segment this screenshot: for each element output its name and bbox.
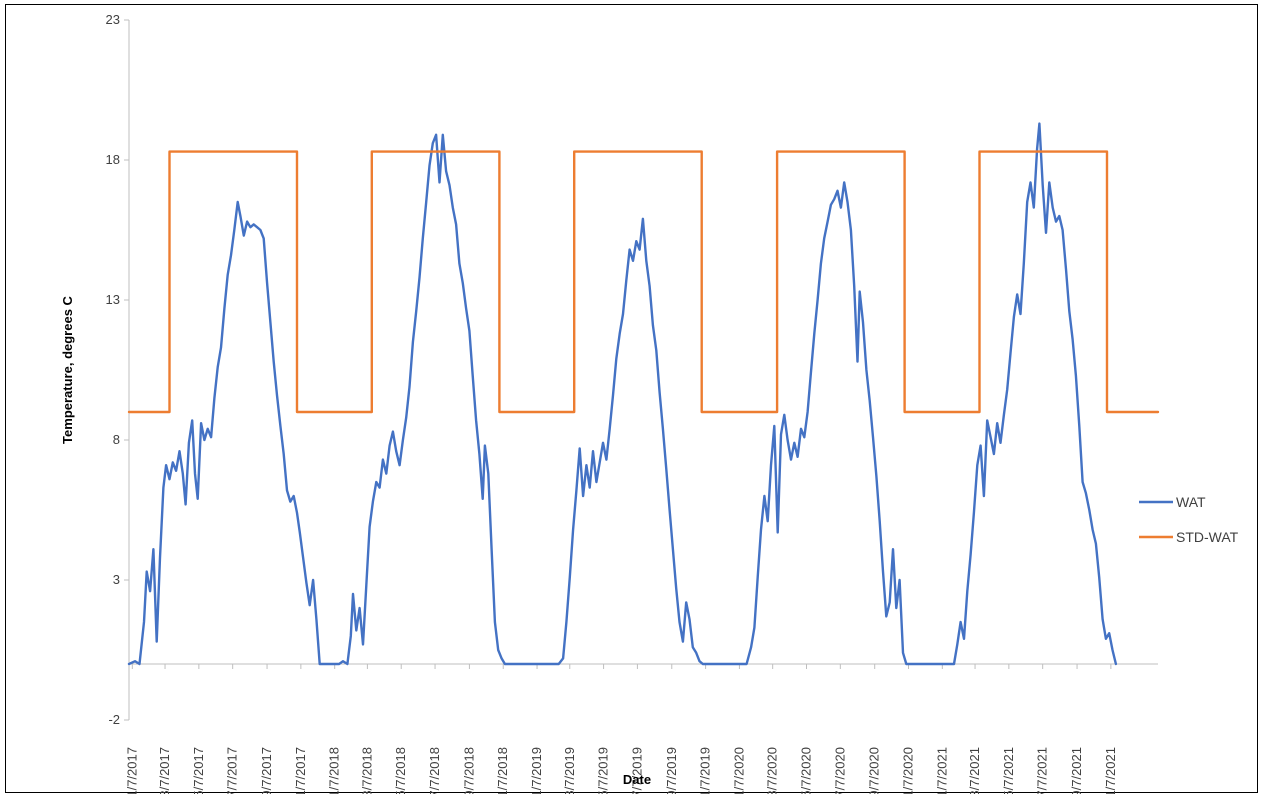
x-tick-label: 5/7/2020 <box>798 747 813 794</box>
x-tick-label: 1/7/2019 <box>529 747 544 794</box>
line-chart: -2 3 8 13 18 23 1/7/2017 3/7/2017 5/7/2017 7/7/20… <box>60 12 1239 794</box>
x-tick-label: 9/7/2018 <box>461 747 476 794</box>
y-tick-label: -2 <box>108 712 120 727</box>
legend-label-std-wat: STD-WAT <box>1176 529 1239 545</box>
y-tick-label: 8 <box>113 432 120 447</box>
x-tick-label: 9/7/2020 <box>867 747 882 794</box>
legend-label-wat: WAT <box>1176 494 1206 510</box>
x-tick-label: 1/7/2020 <box>731 747 746 794</box>
legend: WAT STD-WAT <box>1139 494 1239 545</box>
x-tick-label: 1/7/2018 <box>327 747 342 794</box>
y-tick-label: 18 <box>106 152 120 167</box>
chart-frame: -2 3 8 13 18 23 1/7/2017 3/7/2017 5/7/2017 7/7/20… <box>5 4 1258 794</box>
x-tick-label: 11/7/2020 <box>901 747 916 794</box>
x-tick-label: 5/7/2018 <box>393 747 408 794</box>
y-tick-label: 13 <box>106 292 120 307</box>
x-tick-label: 11/7/2021 <box>1103 747 1118 794</box>
x-tick-label: 7/7/2020 <box>832 747 847 794</box>
x-tick-label: 3/7/2019 <box>562 747 577 794</box>
x-tick-label: 5/7/2019 <box>596 747 611 794</box>
x-tick-label: 1/7/2021 <box>934 747 949 794</box>
x-tick-label: 7/7/2018 <box>427 747 442 794</box>
series-line-std-wat <box>127 150 1160 414</box>
x-tick-label: 3/7/2017 <box>157 747 172 794</box>
x-tick-label: 3/7/2020 <box>765 747 780 794</box>
x-tick-label: 11/7/2017 <box>293 747 308 794</box>
x-tick-label: 9/7/2021 <box>1069 747 1084 794</box>
x-tick-label: 3/7/2021 <box>967 747 982 794</box>
x-tick-label: 11/7/2019 <box>698 747 713 794</box>
x-tick-label: 5/7/2017 <box>191 747 206 794</box>
series-line-wat <box>127 122 1118 666</box>
x-tick-label: 1/7/2017 <box>124 747 139 794</box>
x-tick-label: 7/7/2021 <box>1035 747 1050 794</box>
y-tick-label: 3 <box>113 572 120 587</box>
y-axis-title: Temperature, degrees C <box>60 295 75 443</box>
plot-area: -2 3 8 13 18 23 1/7/2017 3/7/2017 5/7/2017 7/7/20… <box>106 12 1160 794</box>
x-tick-label: 3/7/2018 <box>359 747 374 794</box>
x-tick-label: 9/7/2017 <box>259 747 274 794</box>
x-tick-label: 5/7/2021 <box>1001 747 1016 794</box>
x-tick-label: 7/7/2019 <box>629 747 644 794</box>
y-tick-label: 23 <box>106 12 120 27</box>
x-axis-title: Date <box>623 772 651 787</box>
x-tick-label: 11/7/2018 <box>495 747 510 794</box>
x-tick-label: 7/7/2017 <box>225 747 240 794</box>
x-tick-label: 9/7/2019 <box>664 747 679 794</box>
